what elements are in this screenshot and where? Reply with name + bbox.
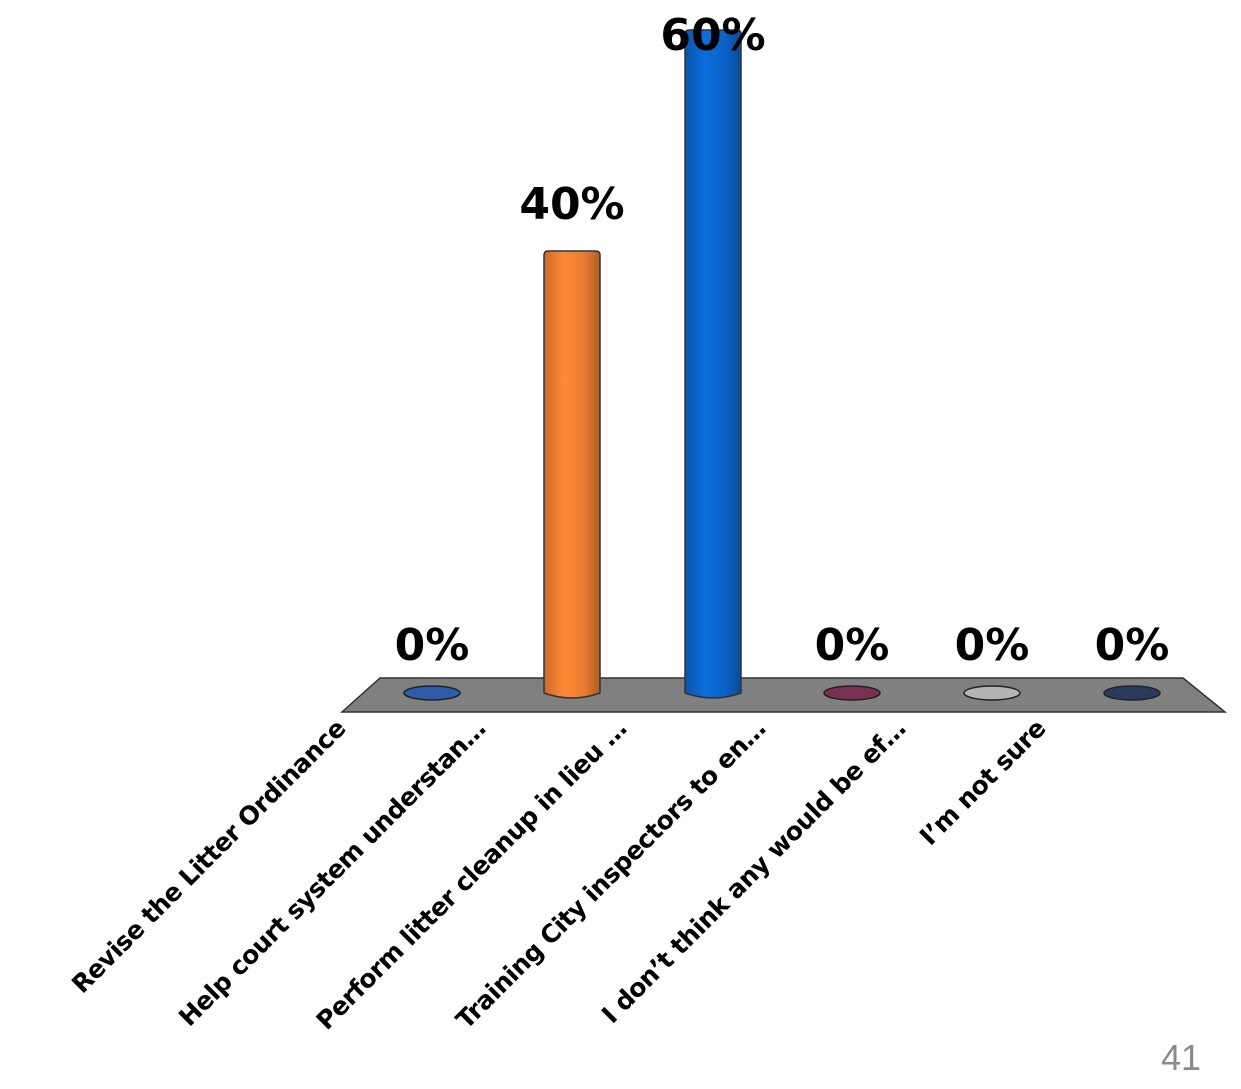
value-label-3: 60% bbox=[660, 10, 765, 61]
bar-2 bbox=[543, 250, 601, 699]
value-label-6: 0% bbox=[1095, 620, 1170, 671]
page-number: 41 bbox=[1160, 1037, 1201, 1078]
category-label-3: Perform litter cleanup in lieu … bbox=[311, 714, 633, 1036]
category-label-1: Revise the Litter Ordinance bbox=[66, 714, 351, 999]
bar-1 bbox=[403, 685, 461, 701]
category-label-6: I’m not sure bbox=[914, 714, 1051, 851]
bar-6 bbox=[1103, 685, 1161, 701]
category-label-5: I don’t think any would be ef… bbox=[596, 714, 911, 1029]
bar-3 bbox=[684, 29, 742, 699]
category-label-2: Help court system understan… bbox=[173, 714, 491, 1032]
category-label-4: Training City inspectors to en… bbox=[450, 714, 771, 1035]
bar-4 bbox=[823, 685, 881, 701]
bar-5 bbox=[963, 685, 1021, 701]
value-label-5: 0% bbox=[955, 620, 1030, 671]
value-label-4: 0% bbox=[815, 620, 890, 671]
chart-floor bbox=[340, 677, 1228, 713]
value-label-2: 40% bbox=[519, 179, 624, 230]
value-label-1: 0% bbox=[395, 620, 470, 671]
